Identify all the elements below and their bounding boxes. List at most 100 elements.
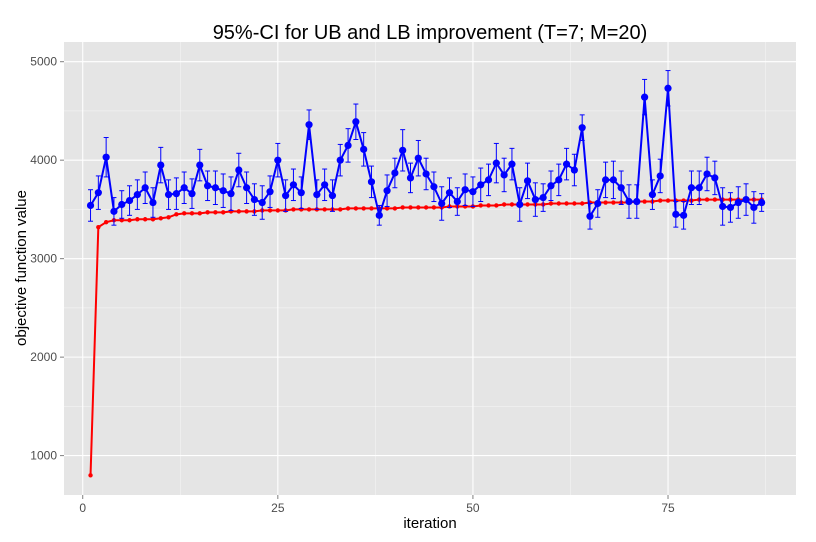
- lower-bound-point: [384, 206, 390, 211]
- upper-bound-point: [570, 166, 578, 174]
- upper-bound-point: [110, 207, 118, 215]
- lower-bound-point: [361, 206, 366, 211]
- upper-bound-point: [422, 170, 430, 178]
- lower-bound-point: [509, 202, 515, 207]
- upper-bound-point: [406, 174, 415, 182]
- upper-bound-point: [664, 84, 672, 92]
- upper-bound-point: [188, 190, 196, 198]
- lower-bound-point: [392, 206, 398, 211]
- lower-bound-point: [275, 208, 281, 213]
- upper-bound-point: [321, 181, 329, 189]
- upper-bound-point: [633, 197, 641, 206]
- lower-bound-point: [548, 201, 554, 206]
- upper-bound-point: [625, 197, 633, 206]
- lower-bound-point: [158, 216, 163, 221]
- lower-bound-point: [658, 198, 663, 203]
- upper-bound-point: [118, 200, 126, 209]
- upper-bound-point: [305, 121, 313, 129]
- x-tick-label: 25: [271, 501, 285, 515]
- upper-bound-point: [703, 170, 711, 178]
- upper-bound-point: [352, 118, 360, 126]
- lower-bound-point: [603, 200, 608, 205]
- upper-bound-point: [531, 195, 539, 204]
- upper-bound-point: [469, 188, 477, 196]
- lower-bound-point: [642, 199, 647, 204]
- lower-bound-point: [338, 207, 343, 212]
- x-tick-label: 0: [79, 501, 86, 515]
- lower-bound-point: [127, 218, 132, 223]
- lower-bound-point: [291, 207, 296, 212]
- upper-bound-point: [344, 141, 352, 150]
- upper-bound-point: [695, 184, 703, 192]
- lower-bound-point: [236, 209, 242, 214]
- lower-bound-point: [166, 215, 171, 220]
- upper-bound-point: [742, 195, 750, 204]
- lower-bound-point: [408, 205, 413, 210]
- chart-title: 95%-CI for UB and LB improvement (T=7; M…: [213, 22, 648, 44]
- lower-bound-point: [267, 208, 273, 213]
- upper-bound-point: [164, 191, 173, 199]
- upper-bound-point: [484, 176, 493, 184]
- upper-bound-point: [133, 191, 141, 199]
- upper-bound-point: [86, 201, 95, 210]
- lower-bound-point: [135, 217, 140, 222]
- upper-bound-point: [250, 195, 259, 204]
- lower-bound-point: [712, 197, 718, 202]
- upper-bound-point: [211, 184, 219, 192]
- lower-bound-point: [181, 211, 187, 216]
- lower-bound-point: [220, 210, 226, 215]
- upper-bound-point: [617, 184, 625, 192]
- upper-bound-point: [539, 193, 547, 202]
- y-tick-label: 5000: [30, 55, 57, 69]
- upper-bound-point: [430, 183, 438, 191]
- upper-bound-point: [297, 189, 305, 197]
- upper-bound-point: [196, 161, 204, 169]
- lower-bound-point: [611, 200, 616, 205]
- upper-bound-point: [586, 212, 594, 220]
- upper-bound-point: [516, 200, 524, 209]
- lower-bound-point: [213, 210, 218, 215]
- upper-bound-point: [547, 182, 555, 190]
- lower-bound-point: [416, 205, 421, 210]
- upper-bound-point: [375, 211, 383, 219]
- lower-bound-point: [119, 218, 124, 223]
- lower-bound-point: [353, 206, 359, 211]
- upper-bound-point: [383, 187, 391, 195]
- y-tick-label: 1000: [30, 449, 57, 463]
- lower-bound-point: [306, 207, 312, 212]
- upper-bound-point: [266, 188, 274, 196]
- upper-bound-point: [243, 184, 251, 192]
- upper-bound-point: [508, 160, 516, 168]
- lower-bound-point: [494, 203, 499, 208]
- upper-bound-point: [492, 159, 500, 167]
- upper-bound-point: [102, 153, 110, 161]
- plot-panel: [64, 42, 796, 495]
- series-layer: [86, 70, 766, 478]
- lower-bound-point: [96, 224, 101, 230]
- upper-bound-point: [609, 176, 617, 184]
- upper-bound-point: [336, 156, 344, 164]
- upper-bound-point: [219, 187, 227, 195]
- upper-bound-point: [758, 198, 766, 207]
- upper-bound-point: [274, 156, 282, 164]
- lower-bound-point: [88, 473, 93, 478]
- upper-bound-point: [500, 171, 508, 179]
- axis-ticks: 0 25 50 75 1000 2000 3000 4000 5000: [30, 55, 675, 515]
- lower-bound-point: [189, 211, 195, 216]
- upper-bound-point: [414, 154, 422, 162]
- upper-bound-point: [719, 202, 727, 211]
- upper-bound-point: [523, 177, 532, 185]
- upper-bound-point: [461, 186, 469, 194]
- lower-bound-point: [174, 212, 179, 217]
- grid-major: [64, 42, 796, 495]
- lower-bound-point: [486, 203, 491, 208]
- lower-bound-point: [579, 201, 585, 206]
- upper-bound-point: [180, 184, 188, 192]
- upper-bound-point: [656, 172, 664, 180]
- lower-bound-point: [150, 217, 156, 222]
- lower-bound-point: [244, 209, 249, 214]
- upper-bound-point: [726, 203, 735, 212]
- upper-bound-point: [258, 198, 266, 207]
- upper-bound-point: [235, 166, 243, 174]
